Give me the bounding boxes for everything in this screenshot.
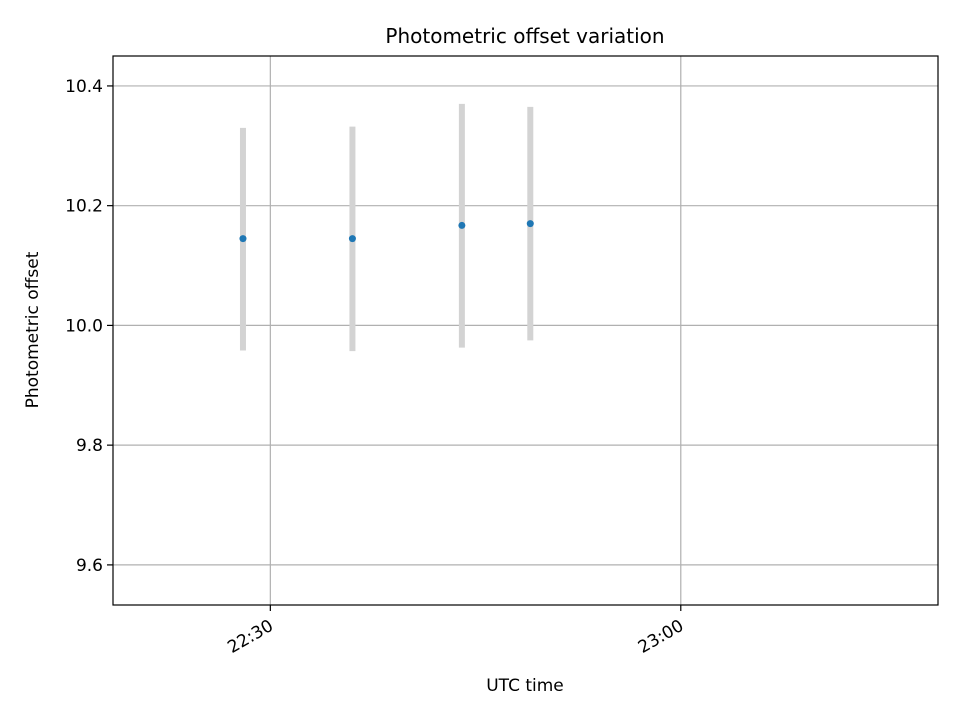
data-point: [526, 220, 534, 228]
plot-frame: [112, 55, 939, 606]
x-axis-title: UTC time: [486, 676, 564, 696]
y-axis-ticks: 9.6 9.8 10.0 10.2 10.4: [65, 77, 113, 576]
chart-title: Photometric offset variation: [385, 24, 664, 48]
grid-lines: [113, 56, 938, 605]
data-point: [348, 235, 356, 243]
y-tick-label: 10.0: [65, 316, 103, 336]
data-points: [239, 220, 534, 243]
y-tick-label: 10.4: [65, 77, 103, 97]
y-axis-title: Photometric offset: [23, 251, 43, 408]
data-point: [458, 221, 466, 229]
y-tick-label: 10.2: [65, 197, 103, 217]
data-point: [239, 235, 247, 243]
y-tick-label: 9.8: [76, 436, 103, 456]
y-tick-label: 9.6: [76, 556, 103, 576]
